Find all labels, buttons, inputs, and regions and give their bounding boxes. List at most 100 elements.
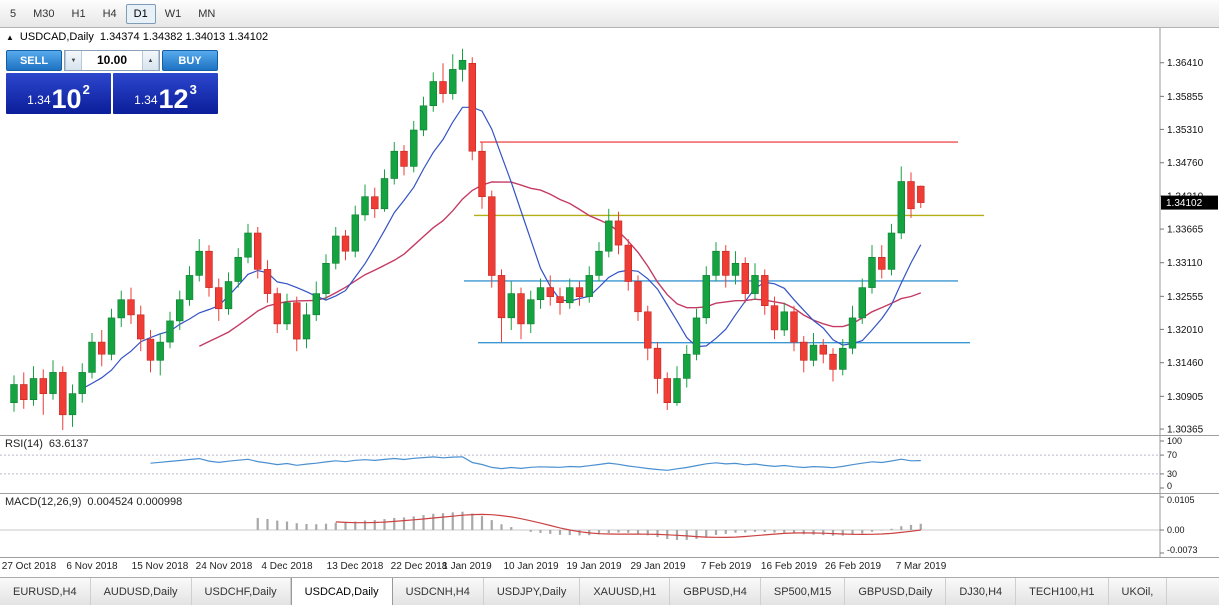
candle[interactable] [107, 317, 116, 355]
sell-button[interactable]: SELL [6, 50, 62, 71]
tab-usdchf-daily[interactable]: USDCHF,Daily [192, 578, 291, 605]
candle[interactable] [195, 250, 203, 276]
candle[interactable] [624, 244, 633, 282]
candle[interactable] [215, 287, 223, 310]
candle[interactable] [410, 129, 418, 167]
candle[interactable] [244, 232, 252, 258]
collapse-one-click-icon[interactable]: ▲ [6, 32, 14, 42]
candle[interactable] [770, 305, 779, 331]
tab-tech100-h1[interactable]: TECH100,H1 [1016, 578, 1109, 605]
tab-sp500-m15[interactable]: SP500,M15 [761, 578, 846, 605]
candle[interactable] [605, 220, 613, 252]
candle[interactable] [156, 341, 164, 361]
buy-price-display[interactable]: 1.34 12 3 [113, 73, 218, 114]
candle[interactable] [78, 372, 86, 394]
candle[interactable] [234, 257, 242, 282]
candle[interactable] [653, 347, 662, 379]
candle[interactable] [341, 235, 350, 252]
sell-price-display[interactable]: 1.34 10 2 [6, 73, 111, 114]
volume-input[interactable]: 10.00 [96, 53, 128, 67]
candle[interactable] [302, 314, 311, 340]
tab-audusd-daily[interactable]: AUDUSD,Daily [91, 578, 192, 605]
tab-usdjpy-daily[interactable]: USDJPY,Daily [484, 578, 581, 605]
candle[interactable] [527, 299, 535, 325]
candle[interactable] [332, 235, 340, 264]
candle[interactable] [49, 372, 57, 394]
candle[interactable] [887, 232, 896, 270]
candle[interactable] [166, 320, 174, 343]
price-chart-canvas[interactable]: 1.36410 1.35855 1.35310 1.34760 1.34 210 1.336… [0, 28, 1219, 435]
candle[interactable] [458, 59, 467, 70]
candle[interactable] [88, 341, 96, 373]
tab-ukoil[interactable]: UKOil, [1109, 578, 1168, 605]
candle[interactable] [400, 150, 408, 167]
candle[interactable] [361, 196, 369, 216]
candle[interactable] [468, 62, 476, 152]
candle[interactable] [614, 220, 623, 246]
candle[interactable] [224, 281, 233, 310]
candle[interactable] [507, 293, 515, 319]
candle[interactable] [419, 105, 428, 131]
candle[interactable] [848, 317, 857, 349]
candle[interactable] [751, 275, 759, 294]
timeframe-mn[interactable]: MN [190, 4, 223, 24]
candle[interactable] [351, 214, 359, 252]
candle[interactable] [205, 250, 213, 288]
timeframe-w1[interactable]: W1 [157, 4, 190, 24]
candle[interactable] [702, 275, 711, 319]
tab-xauusd-h1[interactable]: XAUUSD,H1 [580, 578, 671, 605]
timeframe-h4[interactable]: H4 [95, 4, 125, 24]
rsi-chart-canvas[interactable]: 100 70 30 0 [0, 436, 1219, 493]
candle[interactable] [20, 384, 28, 400]
candle[interactable] [585, 275, 594, 297]
candle[interactable] [809, 344, 818, 361]
candle[interactable] [488, 196, 496, 276]
candle[interactable] [761, 275, 769, 306]
candle[interactable] [907, 181, 915, 210]
candle[interactable] [673, 378, 681, 404]
candle[interactable] [439, 81, 447, 94]
candle[interactable] [878, 257, 886, 270]
candle[interactable] [595, 250, 603, 276]
candle[interactable] [117, 299, 125, 319]
tab-gbpusd-daily[interactable]: GBPUSD,Daily [845, 578, 947, 605]
candle[interactable] [185, 275, 194, 300]
candle[interactable] [536, 287, 545, 301]
candle[interactable] [10, 384, 18, 404]
volume-increase-button[interactable]: ▲ [142, 51, 159, 70]
candle[interactable] [137, 314, 145, 340]
candle[interactable] [790, 311, 798, 343]
candle[interactable] [98, 341, 106, 355]
candle[interactable] [176, 299, 184, 322]
timeframe-d1[interactable]: D1 [125, 3, 156, 24]
buy-button[interactable]: BUY [162, 50, 218, 71]
candle[interactable] [127, 299, 135, 316]
candle[interactable] [731, 263, 740, 276]
tab-gbpusd-h4[interactable]: GBPUSD,H4 [670, 578, 761, 605]
candle[interactable] [829, 353, 837, 370]
candle[interactable] [497, 275, 506, 319]
tab-usdcad-daily[interactable]: USDCAD,Daily [290, 578, 393, 605]
candle[interactable] [293, 302, 301, 340]
candle[interactable] [322, 263, 330, 294]
candle[interactable] [449, 69, 457, 94]
candle[interactable] [312, 293, 320, 316]
candle[interactable] [478, 150, 486, 197]
volume-decrease-button[interactable]: ▼ [65, 51, 82, 70]
candle[interactable] [29, 378, 38, 401]
candle[interactable] [39, 378, 48, 394]
candle[interactable] [644, 311, 652, 349]
candle[interactable] [429, 81, 437, 107]
tab-usdcnh-h4[interactable]: USDCNH,H4 [393, 578, 484, 605]
candle[interactable] [273, 293, 281, 325]
candle[interactable] [868, 257, 876, 288]
candle[interactable] [68, 393, 77, 416]
candle[interactable] [390, 150, 398, 179]
candle[interactable] [575, 287, 584, 298]
candle[interactable] [858, 287, 867, 319]
timeframe-h1[interactable]: H1 [64, 4, 94, 24]
date-axis[interactable]: 27 Oct 2018 6 Nov 2018 15 Nov 2018 24 Nov 2… [0, 558, 1219, 578]
candle[interactable] [683, 353, 691, 379]
candle[interactable] [780, 311, 789, 331]
timeframe-m30[interactable]: M30 [25, 4, 62, 24]
